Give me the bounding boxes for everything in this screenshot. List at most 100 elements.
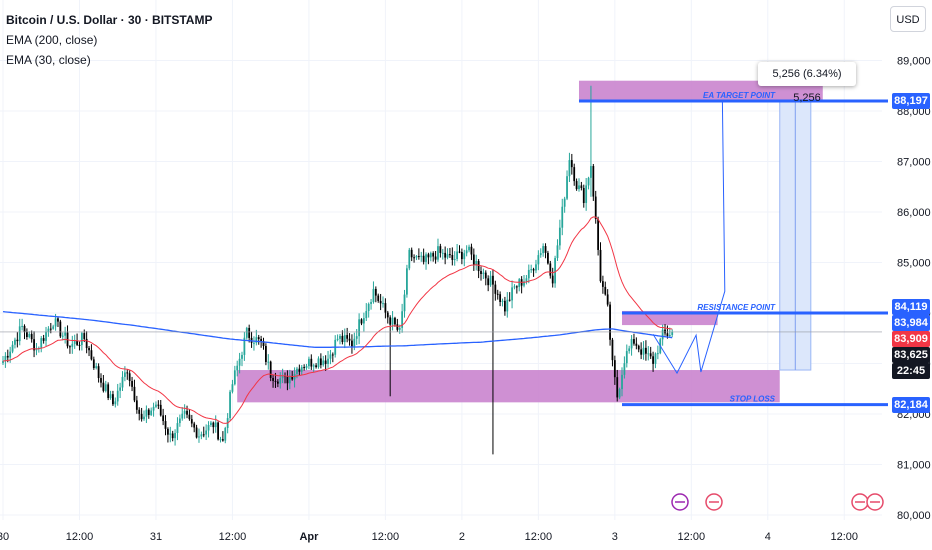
candle-body — [568, 160, 571, 177]
price-tick: 87,000 — [897, 156, 931, 168]
level-label: EA TARGET POINT — [703, 91, 776, 100]
candle-body — [317, 358, 320, 368]
ema30-legend[interactable]: EMA (30, close) — [6, 53, 91, 67]
candle-body — [80, 333, 83, 346]
candle-body — [54, 318, 57, 327]
candle-body — [625, 351, 628, 364]
currency-button[interactable]: USD — [890, 6, 926, 32]
candle-body — [298, 368, 301, 372]
candle-body — [78, 344, 81, 346]
candle-body — [621, 374, 623, 390]
time-tick: 30 — [0, 531, 9, 543]
candle-body — [379, 300, 382, 304]
candle-body — [384, 303, 387, 313]
candle-body — [133, 386, 136, 401]
candle-body — [339, 335, 341, 339]
candle-body — [296, 368, 298, 374]
candle-body — [305, 366, 308, 368]
support-zone — [237, 370, 780, 403]
ema200-line — [2, 310, 673, 348]
candle-body — [377, 295, 380, 301]
candle-body — [358, 319, 361, 337]
candle-body — [210, 422, 212, 425]
candle-body — [508, 299, 511, 301]
candle-body — [525, 278, 528, 282]
candle-body — [410, 249, 413, 258]
candle-body — [401, 311, 404, 328]
candle-body — [458, 251, 461, 253]
candle-body — [147, 409, 150, 415]
candle-body — [637, 345, 640, 350]
candle-body — [219, 439, 222, 441]
price-tick: 89,000 — [897, 55, 931, 67]
candle-body — [616, 377, 619, 398]
price-tick: 85,000 — [897, 257, 931, 269]
chart-zones — [237, 80, 823, 403]
candle-body — [248, 327, 251, 338]
candle-body — [573, 167, 576, 182]
candle-body — [370, 301, 372, 304]
candle-body — [456, 251, 458, 260]
candle-body — [73, 341, 76, 344]
candle-body — [656, 353, 659, 355]
candle-body — [123, 372, 126, 377]
candle-body — [143, 416, 145, 420]
candle-body — [145, 409, 148, 417]
price-axis[interactable]: 80,00081,00082,00083,00084,00085,00086,0… — [897, 55, 931, 521]
candle-body — [312, 365, 315, 367]
candle-body — [640, 349, 643, 355]
candle-body — [40, 338, 43, 348]
candle-body — [472, 254, 475, 265]
candle-body — [668, 335, 671, 337]
candle-body — [630, 339, 633, 349]
candle-body — [348, 338, 351, 341]
candle-body — [315, 365, 317, 368]
candle-body — [628, 348, 631, 352]
candle-body — [446, 254, 449, 258]
candle-body — [327, 358, 329, 364]
candle-body — [460, 251, 463, 260]
candle-body — [547, 252, 549, 264]
candle-body — [666, 333, 669, 336]
candle-body — [484, 272, 487, 279]
time-axis[interactable]: 30 12:00 31 12:00 Apr 12:00 2 12:00 3 12:00 4 12:00 — [0, 531, 858, 543]
symbol-title[interactable]: Bitcoin / U.S. Dollar · 30 · BITSTAMP — [6, 13, 213, 27]
candle-body — [85, 338, 88, 349]
candle-body — [551, 275, 554, 284]
candle-body — [539, 253, 542, 256]
candle-body — [594, 196, 597, 220]
candle-body — [542, 246, 545, 254]
candle-body — [437, 246, 439, 260]
candle-body — [229, 391, 231, 419]
candle-body — [575, 181, 578, 190]
candle-body — [496, 293, 499, 295]
candle-body — [360, 319, 363, 324]
ema200-legend[interactable]: EMA (200, close) — [6, 33, 98, 47]
candle-body — [52, 326, 55, 329]
price-label: 88,197 — [892, 93, 930, 110]
time-tick: 4 — [765, 531, 771, 543]
candle-body — [131, 380, 133, 387]
candle-body — [95, 366, 98, 369]
candle-body — [477, 260, 480, 272]
candle-body — [224, 427, 227, 441]
candle-body — [59, 321, 62, 337]
candle-body — [585, 185, 588, 204]
candle-body — [475, 260, 478, 265]
candle-body — [102, 382, 105, 391]
candle-body — [439, 246, 442, 253]
candle-body — [613, 360, 616, 378]
projected-path — [652, 101, 726, 375]
candle-body — [76, 341, 78, 345]
candle-body — [532, 269, 535, 271]
candle-body — [649, 353, 652, 357]
event-icons[interactable] — [671, 493, 884, 511]
price-tick: 86,000 — [897, 207, 931, 219]
candle-body — [554, 258, 556, 284]
candle-body — [494, 284, 497, 294]
candle-body — [417, 256, 420, 258]
candle-body — [253, 342, 255, 344]
candle-body — [288, 376, 291, 384]
ema-lines — [2, 216, 673, 424]
candle-body — [238, 358, 241, 366]
